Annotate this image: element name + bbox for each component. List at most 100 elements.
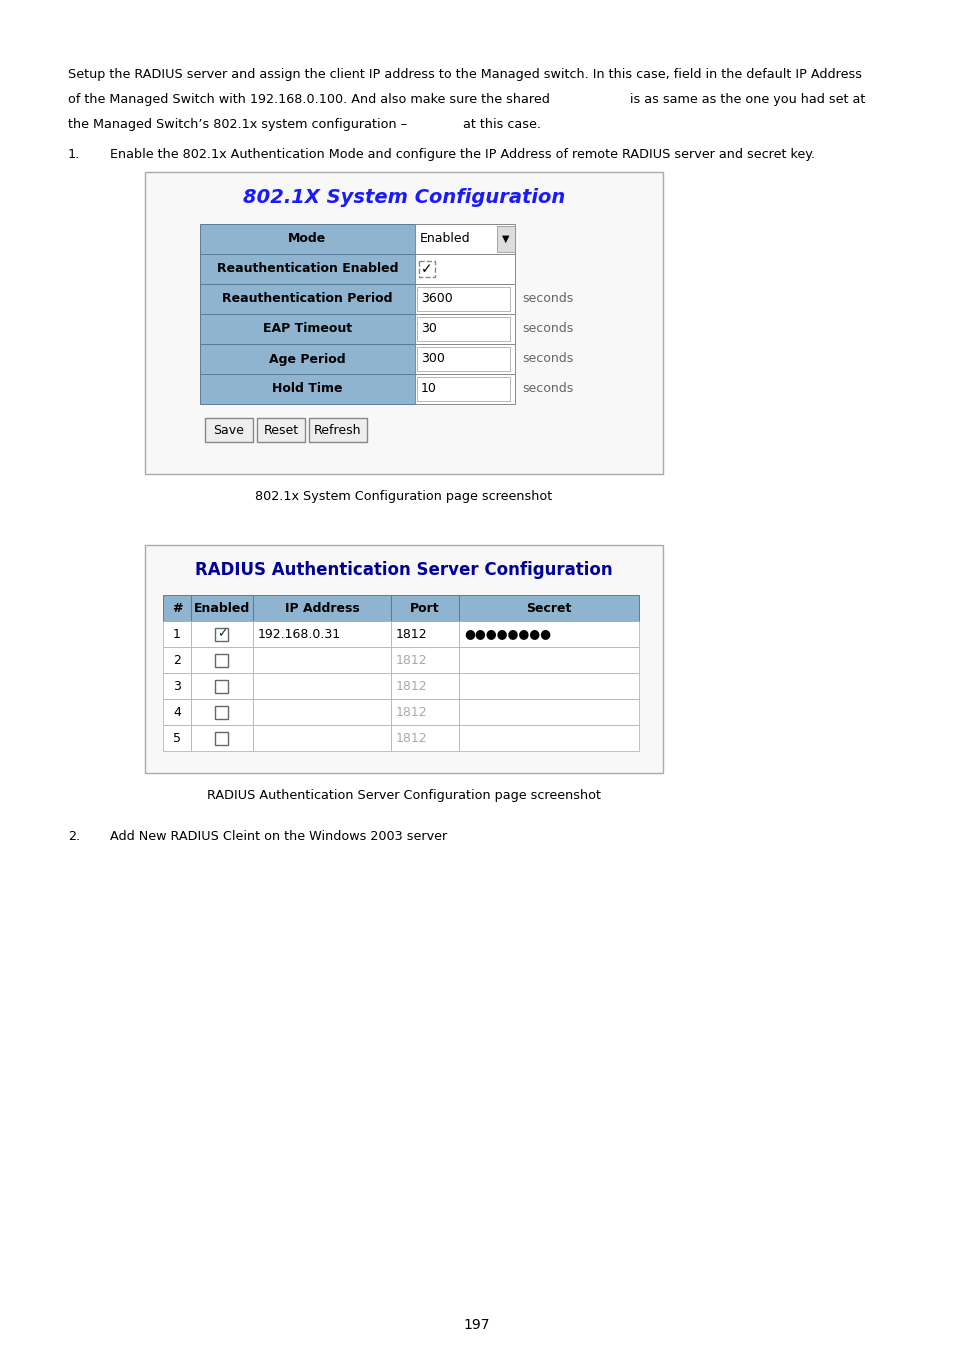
Text: ✓: ✓ <box>420 262 433 275</box>
Bar <box>163 699 191 725</box>
Text: Refresh: Refresh <box>314 424 361 436</box>
Bar <box>416 347 510 371</box>
Text: 1: 1 <box>172 628 181 640</box>
Bar <box>458 725 639 751</box>
Text: the Managed Switch’s 802.1x system configuration –              at this case.: the Managed Switch’s 802.1x system confi… <box>68 117 540 131</box>
Bar <box>163 647 191 674</box>
Text: Add New RADIUS Cleint on the Windows 2003 server: Add New RADIUS Cleint on the Windows 200… <box>110 830 447 842</box>
Bar <box>163 595 191 621</box>
Text: Save: Save <box>213 424 244 436</box>
Bar <box>215 653 229 667</box>
Bar <box>415 284 515 315</box>
Bar <box>215 706 229 718</box>
Text: Port: Port <box>410 602 439 614</box>
Bar <box>163 725 191 751</box>
Bar <box>458 621 639 647</box>
Bar <box>253 595 391 621</box>
Bar <box>415 374 515 404</box>
Text: Reauthentication Period: Reauthentication Period <box>222 293 393 305</box>
Bar <box>191 699 253 725</box>
Bar <box>416 377 510 401</box>
Text: seconds: seconds <box>521 323 573 336</box>
Bar <box>145 171 662 474</box>
Bar <box>415 254 515 284</box>
Text: Mode: Mode <box>288 232 326 246</box>
Bar <box>191 674 253 699</box>
Bar <box>215 628 229 640</box>
Text: 802.1x System Configuration page screenshot: 802.1x System Configuration page screens… <box>255 490 552 504</box>
Bar <box>309 418 367 441</box>
Text: seconds: seconds <box>521 352 573 366</box>
Text: 1.: 1. <box>68 148 80 161</box>
Bar <box>191 725 253 751</box>
Bar <box>415 224 515 254</box>
Bar <box>391 621 458 647</box>
Bar <box>458 647 639 674</box>
Text: 2: 2 <box>172 653 181 667</box>
Text: 1812: 1812 <box>395 653 427 667</box>
Text: seconds: seconds <box>521 293 573 305</box>
Text: 2.: 2. <box>68 830 80 842</box>
Text: 3600: 3600 <box>420 293 453 305</box>
Bar <box>215 732 229 744</box>
Bar <box>191 621 253 647</box>
Text: Reset: Reset <box>263 424 298 436</box>
Text: 10: 10 <box>420 382 436 396</box>
Bar <box>200 315 415 344</box>
Text: Enabled: Enabled <box>193 602 250 614</box>
Text: 300: 300 <box>420 352 444 366</box>
Bar <box>200 374 415 404</box>
Text: of the Managed Switch with 192.168.0.100. And also make sure the shared         : of the Managed Switch with 192.168.0.100… <box>68 93 864 107</box>
Text: 197: 197 <box>463 1318 490 1332</box>
Text: 5: 5 <box>172 732 181 744</box>
Text: EAP Timeout: EAP Timeout <box>263 323 352 336</box>
Bar <box>145 545 662 774</box>
Bar <box>191 595 253 621</box>
Bar <box>416 288 510 311</box>
Text: Enabled: Enabled <box>419 232 470 246</box>
Text: ●●●●●●●●: ●●●●●●●● <box>463 628 551 640</box>
Bar <box>458 595 639 621</box>
Text: Reauthentication Enabled: Reauthentication Enabled <box>216 262 397 275</box>
Text: 30: 30 <box>420 323 436 336</box>
Bar <box>191 647 253 674</box>
Text: RADIUS Authentication Server Configuration page screenshot: RADIUS Authentication Server Configurati… <box>207 788 600 802</box>
Text: 1812: 1812 <box>395 679 427 693</box>
Bar <box>200 284 415 315</box>
Bar <box>458 699 639 725</box>
Bar <box>391 699 458 725</box>
Text: 3: 3 <box>172 679 181 693</box>
Text: Secret: Secret <box>526 602 571 614</box>
Text: 1812: 1812 <box>395 706 427 718</box>
Bar <box>391 647 458 674</box>
Bar <box>253 725 391 751</box>
Bar <box>163 674 191 699</box>
Bar <box>200 344 415 374</box>
Text: Enable the 802.1x Authentication Mode and configure the IP Address of remote RAD: Enable the 802.1x Authentication Mode an… <box>110 148 814 161</box>
Bar <box>415 315 515 344</box>
Bar <box>391 595 458 621</box>
Bar <box>163 621 191 647</box>
Bar <box>200 224 415 254</box>
Bar <box>215 679 229 693</box>
Bar <box>415 344 515 374</box>
Bar <box>253 699 391 725</box>
Bar <box>205 418 253 441</box>
Bar <box>253 647 391 674</box>
Text: IP Address: IP Address <box>284 602 359 614</box>
Bar <box>458 674 639 699</box>
Bar <box>200 254 415 284</box>
Text: #: # <box>172 602 182 614</box>
Text: 192.168.0.31: 192.168.0.31 <box>257 628 341 640</box>
Text: 1812: 1812 <box>395 628 427 640</box>
Bar <box>253 621 391 647</box>
Text: ✓: ✓ <box>216 628 227 640</box>
Text: 802.1X System Configuration: 802.1X System Configuration <box>243 188 564 207</box>
Text: 1812: 1812 <box>395 732 427 744</box>
Bar <box>253 674 391 699</box>
Bar <box>256 418 305 441</box>
Text: Setup the RADIUS server and assign the client IP address to the Managed switch. : Setup the RADIUS server and assign the c… <box>68 68 862 81</box>
Text: ▼: ▼ <box>501 234 509 244</box>
Text: 4: 4 <box>172 706 181 718</box>
Text: Hold Time: Hold Time <box>272 382 342 396</box>
